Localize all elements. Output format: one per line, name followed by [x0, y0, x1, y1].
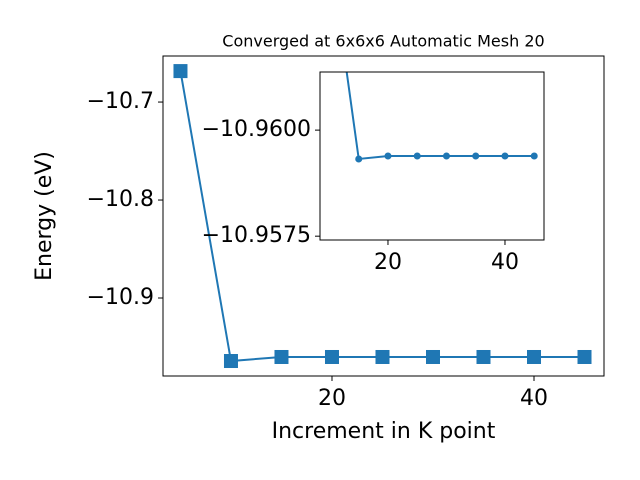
marker: [413, 152, 421, 160]
marker: [355, 155, 363, 163]
x-tick-label: 40: [491, 250, 519, 275]
y-tick-label: −10.7: [87, 89, 154, 114]
series-line: [345, 72, 535, 161]
y-tick-label: −10.9: [87, 285, 154, 310]
marker: [223, 354, 238, 369]
marker: [384, 152, 392, 160]
marker: [173, 64, 188, 79]
axes-frame: [162, 55, 605, 377]
chart-title: Converged at 6x6x6 Automatic Mesh 20: [222, 32, 544, 51]
marker: [442, 152, 450, 160]
marker: [501, 152, 509, 160]
marker: [577, 349, 592, 364]
y-tick-label: −10.9575: [202, 223, 311, 248]
marker: [472, 152, 480, 160]
marker: [324, 349, 339, 364]
marker: [476, 349, 491, 364]
x-tick-label: 20: [318, 386, 346, 411]
y-tick-label: −10.9600: [202, 117, 311, 142]
x-tick-label: 20: [374, 250, 402, 275]
x-axis-label: Increment in K point: [272, 419, 496, 444]
marker: [375, 349, 390, 364]
y-tick-label: −10.8: [87, 187, 154, 212]
axes-frame: [319, 71, 545, 241]
plot-area: [345, 72, 538, 163]
y-axis-label: Energy (eV): [32, 151, 57, 281]
marker: [527, 349, 542, 364]
marker: [274, 349, 289, 364]
marker: [425, 349, 440, 364]
marker: [530, 152, 538, 160]
x-tick-label: 40: [520, 386, 548, 411]
plot-area: [173, 64, 592, 369]
